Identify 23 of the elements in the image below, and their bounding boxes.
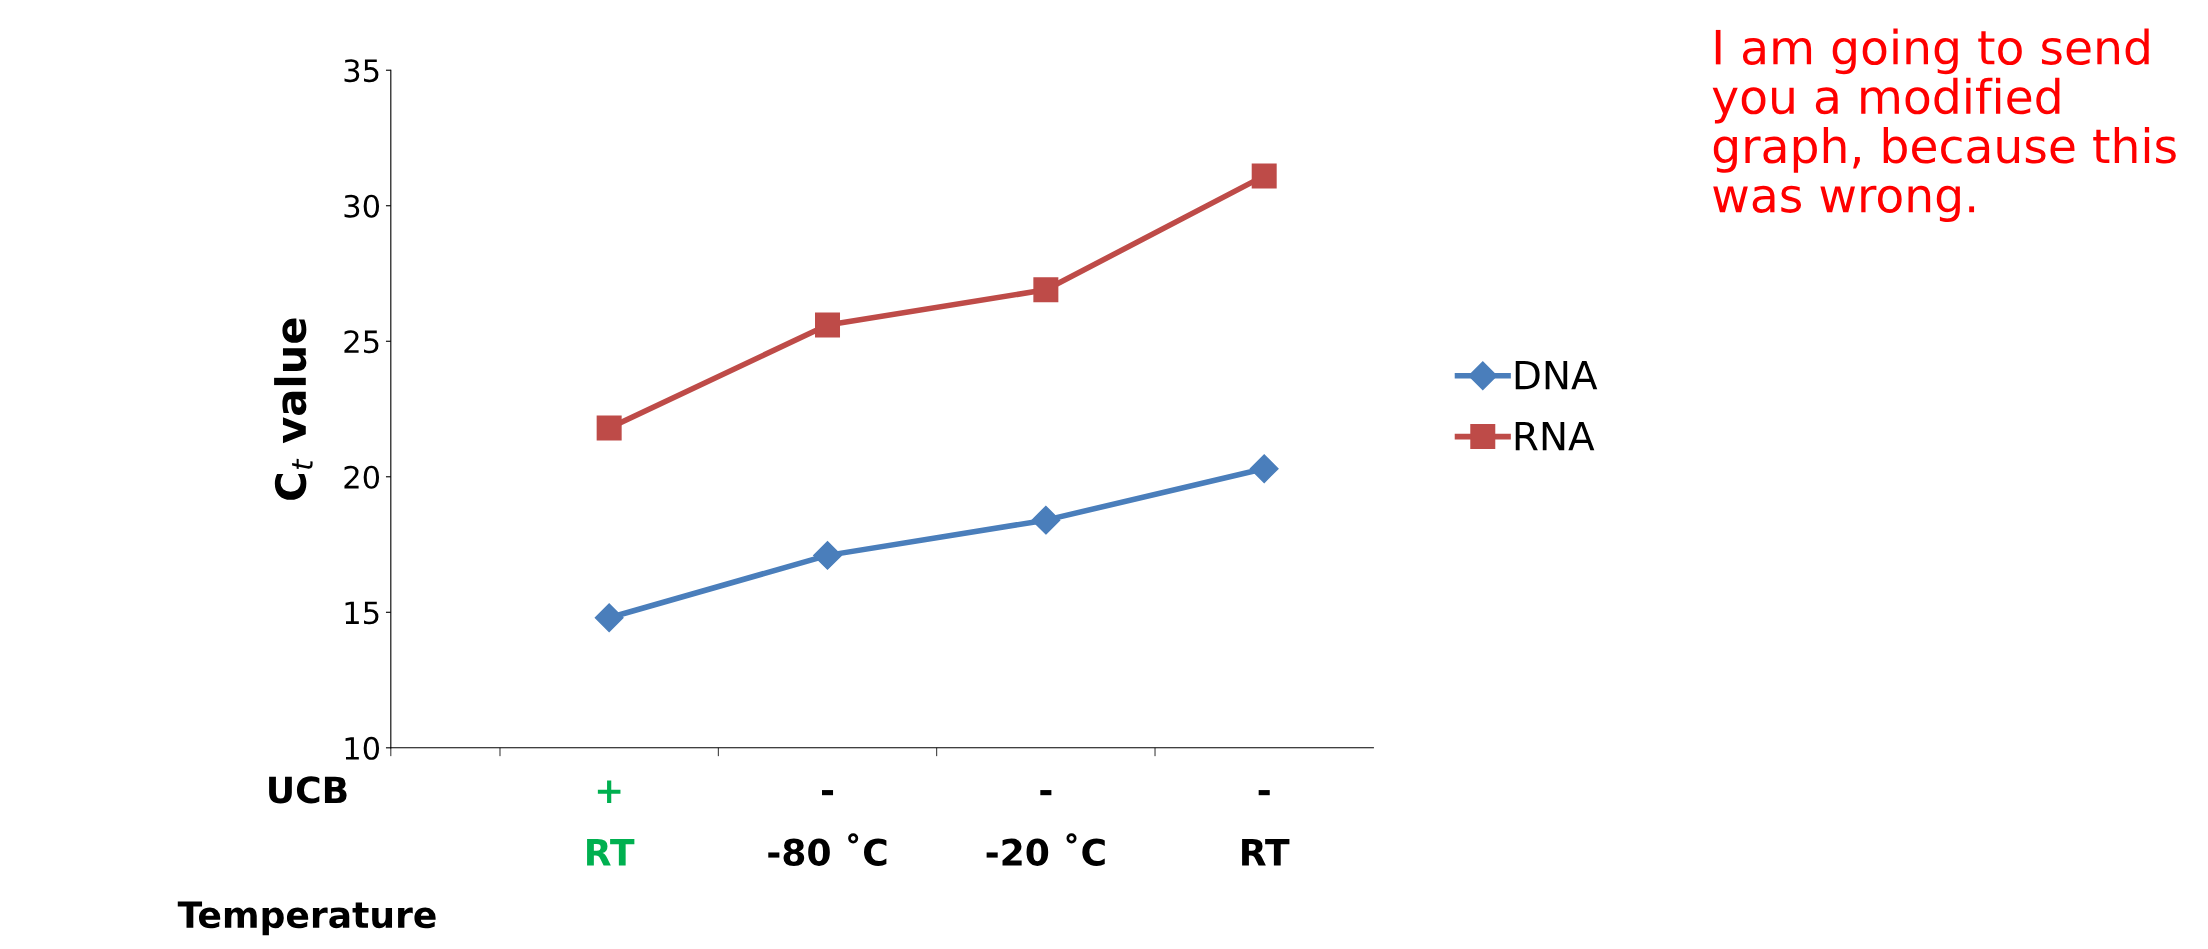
y-tick-label: 35 [344, 59, 379, 83]
point [815, 312, 841, 338]
point [596, 415, 622, 441]
x-tick-label: - -80 ˚C [768, 790, 887, 866]
point [1251, 163, 1277, 189]
point [813, 540, 842, 570]
text: UCB Temperature [177, 776, 436, 936]
y-axis-title: C$_{t}$ value [274, 318, 313, 500]
x-tick-label: - -20 ˚C [986, 790, 1105, 866]
point [1031, 505, 1061, 535]
y-tick-label: 20 [344, 465, 380, 489]
legend-label: RNA [1515, 421, 1595, 451]
text: I am going to send you a modified graph, because this was wrong. [1712, 28, 2176, 223]
point [594, 603, 624, 633]
category-label: - RT [1242, 790, 1290, 866]
point [1249, 454, 1279, 484]
y-tick-label: 15 [345, 601, 379, 625]
y-tick-label: 30 [344, 194, 380, 218]
y-tick-label: 10 [345, 736, 380, 760]
y-tick-label: 25 [344, 330, 379, 354]
legend-label: DNA [1515, 360, 1598, 390]
point [1033, 277, 1059, 303]
x-tick-label: + RT [587, 780, 635, 866]
